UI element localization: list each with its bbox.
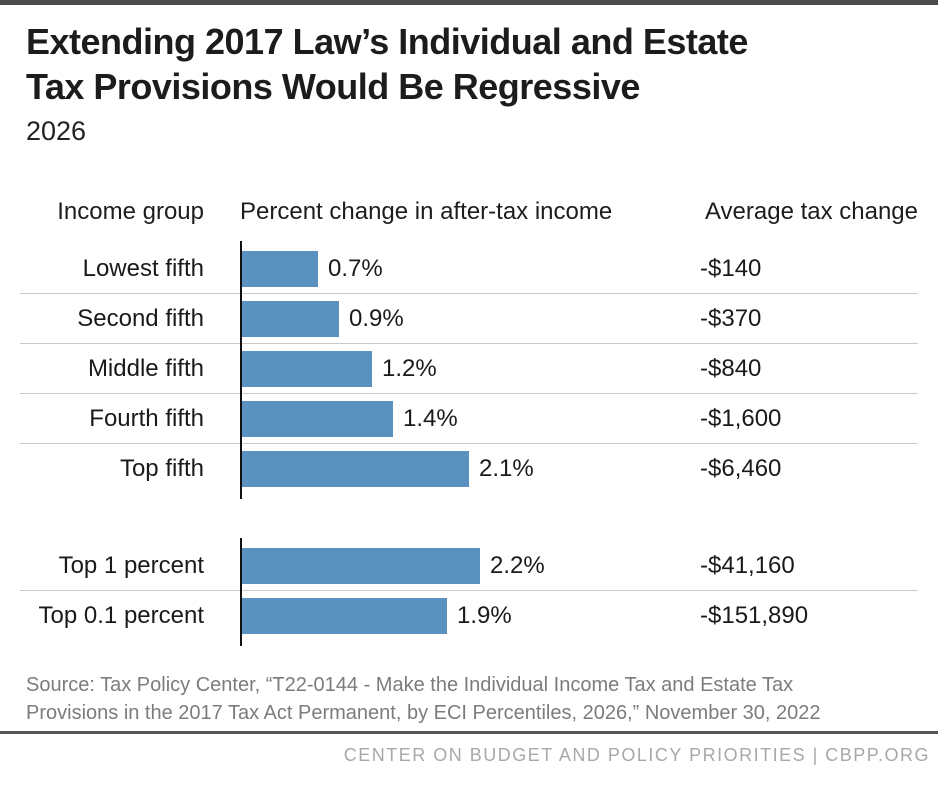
- bar-value-label: 0.9%: [349, 304, 404, 332]
- column-header-income-group: Income group: [57, 198, 204, 225]
- table-row: Top fifth 2.1% -$6,460: [20, 444, 918, 494]
- bar: [242, 598, 447, 634]
- tax-change-value: -$1,600: [700, 404, 782, 432]
- tax-change-value: -$41,160: [700, 551, 795, 579]
- source-note-line2: Provisions in the 2017 Tax Act Permanent…: [26, 702, 821, 724]
- row-label: Top fifth: [119, 455, 204, 482]
- tax-change-value: -$6,460: [700, 455, 782, 482]
- bar-value-label: 1.9%: [457, 602, 512, 629]
- chart-title-line2: Tax Provisions Would Be Regressive: [26, 66, 640, 107]
- footer-divider: [0, 731, 938, 734]
- top-accent-bar: [0, 0, 938, 5]
- row-label: Middle fifth: [87, 354, 204, 382]
- table-row: Top 1 percent 2.2% -$41,160: [20, 541, 918, 591]
- column-header-percent-change: Percent change in after-tax income: [240, 198, 613, 225]
- footer-credit: CENTER ON BUDGET AND POLICY PRIORITIES |…: [343, 745, 930, 765]
- bar-cell: 1.9%: [242, 598, 700, 634]
- bar-cell: 2.2%: [242, 547, 700, 584]
- bar: [242, 547, 480, 584]
- bar: [242, 350, 372, 387]
- income-table: Lowest fifth 0.7% -$140 Second fifth 0.9…: [20, 241, 918, 646]
- bar-cell: 0.9%: [242, 300, 700, 337]
- table-row: Middle fifth 1.2% -$840: [20, 344, 918, 394]
- bar: [242, 250, 318, 287]
- chart-subtitle: 2026: [26, 116, 87, 146]
- table-group-top-percentiles: Top 1 percent 2.2% -$41,160 Top 0.1 perc…: [20, 538, 918, 646]
- tax-change-value: -$140: [700, 254, 762, 282]
- source-note-line1: Source: Tax Policy Center, “T22-0144 - M…: [26, 674, 794, 696]
- row-label: Top 0.1 percent: [38, 602, 204, 629]
- chart-title: Extending 2017 Law’s Individual and Esta…: [26, 19, 886, 109]
- table-row: Fourth fifth 1.4% -$1,600: [20, 394, 918, 444]
- row-label: Lowest fifth: [82, 254, 204, 282]
- source-note: Source: Tax Policy Center, “T22-0144 - M…: [26, 671, 882, 727]
- bar-cell: 2.1%: [242, 451, 700, 487]
- axis-line: [240, 538, 242, 646]
- bar: [242, 451, 469, 487]
- bar-cell: 0.7%: [242, 250, 700, 287]
- bar-cell: 1.4%: [242, 400, 700, 437]
- bar-value-label: 1.4%: [403, 404, 458, 432]
- row-label: Fourth fifth: [89, 404, 204, 432]
- row-label: Second fifth: [77, 304, 204, 332]
- bar: [242, 400, 393, 437]
- table-row: Top 0.1 percent 1.9% -$151,890: [20, 591, 918, 641]
- tax-change-value: -$151,890: [700, 602, 809, 629]
- column-header-average-tax-change: Average tax change: [704, 198, 918, 225]
- bar-value-label: 2.1%: [479, 455, 534, 482]
- tax-change-value: -$370: [700, 304, 762, 332]
- bar-value-label: 0.7%: [328, 254, 383, 282]
- table-row: Second fifth 0.9% -$370: [20, 294, 918, 344]
- bar: [242, 300, 339, 337]
- table-group-fifths: Lowest fifth 0.7% -$140 Second fifth 0.9…: [20, 241, 918, 499]
- bar-cell: 1.2%: [242, 350, 700, 387]
- chart-title-line1: Extending 2017 Law’s Individual and Esta…: [26, 21, 748, 62]
- title-block: Extending 2017 Law’s Individual and Esta…: [0, 5, 938, 147]
- table-row: Lowest fifth 0.7% -$140: [20, 244, 918, 294]
- tax-change-value: -$840: [700, 354, 762, 382]
- column-header-row: Income group Percent change in after-tax…: [20, 197, 918, 227]
- bar-value-label: 2.2%: [490, 551, 545, 579]
- bar-value-label: 1.2%: [382, 354, 437, 382]
- row-label: Top 1 percent: [58, 551, 204, 579]
- axis-line: [240, 241, 242, 499]
